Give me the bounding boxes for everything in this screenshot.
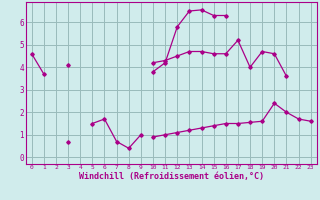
- X-axis label: Windchill (Refroidissement éolien,°C): Windchill (Refroidissement éolien,°C): [79, 172, 264, 181]
